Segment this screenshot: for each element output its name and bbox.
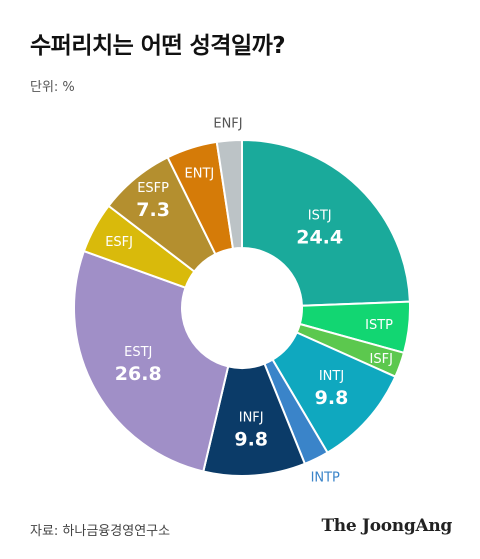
slice-label-infj: INFJ bbox=[239, 411, 264, 426]
slice-label-enfj: ENFJ bbox=[213, 117, 242, 132]
slice-enfj bbox=[215, 138, 243, 250]
chart-title: 수퍼리치는 어떤 성격일까? bbox=[30, 33, 286, 59]
slice-label-esfj: ESFJ bbox=[105, 235, 133, 250]
slice-label-intj: INTJ bbox=[319, 369, 344, 384]
slice-value-infj: 9.8 bbox=[234, 429, 268, 451]
slice-label-istj: ISTJ bbox=[308, 208, 332, 223]
slice-label-isfj: ISFJ bbox=[370, 352, 393, 367]
slice-value-estj: 26.8 bbox=[115, 363, 162, 385]
slice-value-esfp: 7.3 bbox=[136, 199, 170, 221]
source-note: 자료: 하나금융경영연구소 bbox=[30, 524, 171, 539]
slice-label-intp: INTP bbox=[311, 471, 340, 486]
unit-label: 단위: % bbox=[30, 80, 75, 95]
slice-label-istp: ISTP bbox=[365, 318, 393, 333]
slice-istj bbox=[241, 138, 411, 307]
slice-value-intj: 9.8 bbox=[315, 387, 349, 409]
slice-label-entj: ENTJ bbox=[185, 167, 215, 182]
slice-label-estj: ESTJ bbox=[124, 345, 152, 360]
slice-label-esfp: ESFP bbox=[137, 181, 169, 196]
slice-estj bbox=[73, 249, 230, 473]
slice-value-istj: 24.4 bbox=[296, 226, 343, 248]
brand-logo: The JoongAng bbox=[321, 516, 452, 536]
